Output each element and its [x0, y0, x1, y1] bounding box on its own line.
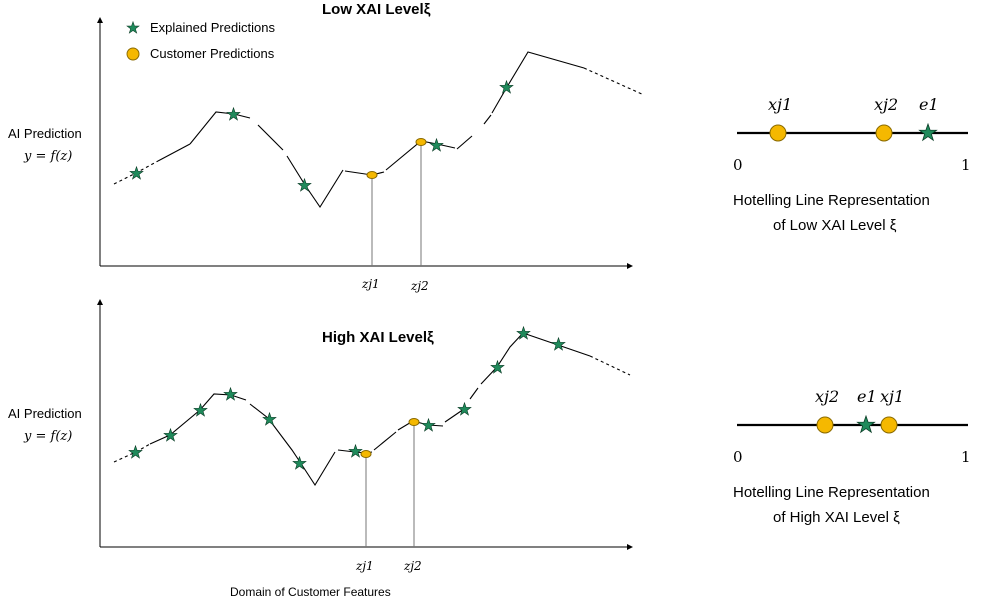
hotelling-high-caption-2: of High XAI Level ξ	[773, 509, 900, 526]
panel-high-explained-star	[348, 444, 363, 458]
hotelling-high-min: 0	[733, 448, 743, 466]
hotelling-high-e1-label: e1	[857, 387, 877, 406]
panel-high-customer-dot	[408, 418, 420, 426]
hotelling-high-xj1-label: xj1	[880, 387, 904, 406]
hotelling-low-xj2-label: xj2	[874, 95, 898, 114]
hotelling-low-min: 0	[733, 156, 743, 174]
hotelling-low-xj1-dot	[769, 124, 787, 142]
panel-low-explained-star	[429, 138, 444, 152]
hotelling-low-caption-2: of Low XAI Level ξ	[773, 217, 897, 234]
panel-high-customer-dot	[360, 450, 372, 458]
legend-star-icon	[126, 21, 140, 34]
panel-high-explained-star	[457, 402, 472, 416]
panel-high-title: High XAI Levelξ	[322, 329, 434, 346]
hotelling-high-e1-star	[857, 415, 875, 433]
panel-high-ylabel: AI Prediction	[8, 406, 82, 421]
hotelling-high-xj2-dot	[816, 416, 834, 434]
panel-high-explained-star	[551, 337, 566, 351]
panel-high-explained-star	[421, 418, 436, 432]
panel-low-ylabel: AI Prediction	[8, 126, 82, 141]
hotelling-high-xj2-label: xj2	[815, 387, 839, 406]
panel-high-explained-star	[262, 412, 277, 426]
panel-high-ylabel-formula: y = f(z)	[23, 429, 72, 444]
panel-low-customer-dot	[366, 171, 378, 179]
panel-low-explained-star	[129, 166, 144, 180]
panel-high-tick-zj1: zj1	[355, 559, 374, 573]
hotelling-low: xj1 xj2 e1 0 1 Hotelling Line Representa…	[733, 95, 971, 234]
legend-explained-label: Explained Predictions	[150, 20, 276, 35]
panel-high-curve	[113, 332, 631, 487]
panel-high-explained-star	[128, 445, 143, 459]
hotelling-low-e1-label: e1	[919, 95, 939, 114]
panel-high-explained-star	[193, 403, 208, 417]
panel-low-tick-zj2: zj2	[410, 279, 429, 293]
legend-dot-icon	[126, 47, 140, 61]
hotelling-low-xj1-label: xj1	[768, 95, 792, 114]
panel-low-customer-dot	[415, 138, 427, 146]
panel-high: High XAI Levelξ AI Prediction y = f(z)	[8, 299, 633, 599]
panel-high-xlabel: Domain of Customer Features	[230, 585, 391, 599]
panel-low-explained-star	[297, 178, 312, 192]
hotelling-high-caption: Hotelling Line Representation	[733, 484, 930, 501]
panel-low-curve	[113, 51, 645, 209]
hotelling-low-max: 1	[961, 156, 971, 174]
hotelling-high-max: 1	[961, 448, 971, 466]
panel-high-explained-star	[292, 456, 307, 470]
hotelling-low-e1-star	[919, 123, 937, 141]
legend: Explained Predictions Customer Predictio…	[126, 20, 276, 61]
hotelling-high: xj2 e1 xj1 0 1 Hotelling Line Representa…	[733, 387, 971, 526]
panel-low-explained-star	[499, 80, 514, 94]
panel-low-ylabel-formula: y = f(z)	[23, 149, 72, 164]
legend-customer-label: Customer Predictions	[150, 46, 275, 61]
panel-high-explained-star	[223, 387, 238, 401]
hotelling-high-xj1-dot	[880, 416, 898, 434]
panel-low: Low XAI Levelξ AI Prediction y = f(z)	[8, 1, 645, 293]
hotelling-low-caption: Hotelling Line Representation	[733, 192, 930, 209]
panel-low-tick-zj1: zj1	[361, 277, 380, 291]
hotelling-low-xj2-dot	[875, 124, 893, 142]
panel-low-explained-star	[226, 107, 241, 121]
panel-low-title: Low XAI Levelξ	[322, 1, 431, 18]
panel-high-tick-zj2: zj2	[403, 559, 422, 573]
